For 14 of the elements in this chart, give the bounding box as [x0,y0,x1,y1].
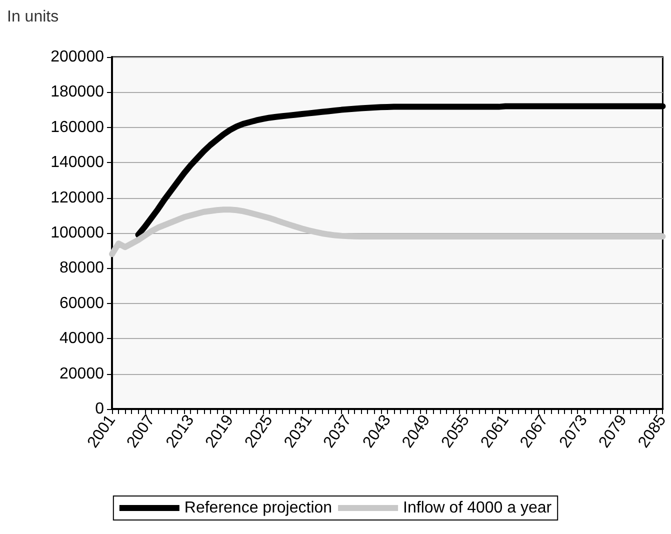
y-tick-label: 200000 [50,48,104,66]
y-tick-label: 180000 [50,84,104,101]
y-tick-label: 160000 [50,118,104,136]
y-tick-label: 60000 [60,294,104,312]
y-tick-label: 80000 [60,260,104,277]
y-tick-label: 0 [95,400,104,418]
y-tick-label: 120000 [50,189,104,206]
y-tick-label: 40000 [60,330,104,348]
legend-label: Reference projection [184,500,332,516]
y-tick-label: 20000 [60,365,104,382]
y-tick-label: 100000 [50,224,104,242]
chart-title: In units [7,8,59,26]
y-tick-label: 140000 [50,154,104,172]
legend-label: Inflow of 4000 a year [403,500,552,516]
